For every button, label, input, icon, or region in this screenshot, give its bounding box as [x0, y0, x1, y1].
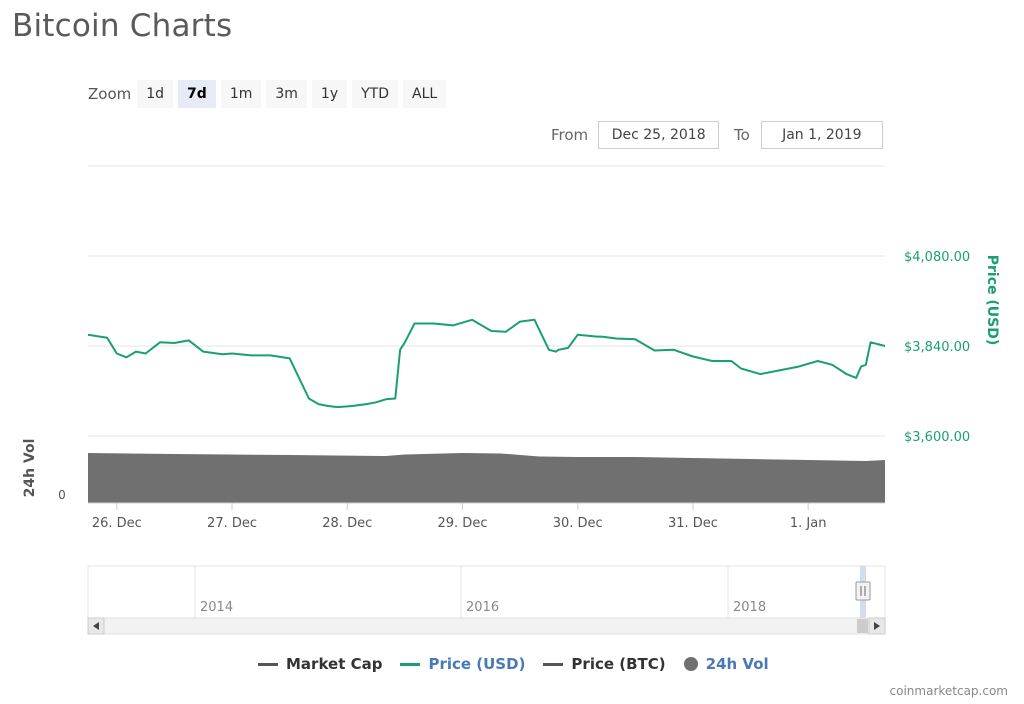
legend-dot-icon — [683, 657, 698, 671]
legend-item-24h-vol[interactable]: 24h Vol — [683, 655, 769, 673]
scrollbar-track[interactable] — [87, 617, 886, 635]
x-tick-label: 1. Jan — [790, 516, 827, 531]
range-from-label: From — [551, 126, 589, 144]
legend-label: Market Cap — [286, 655, 383, 673]
zoom-label: Zoom — [88, 85, 132, 103]
x-tick-label: 30. Dec — [553, 516, 603, 531]
zoom-button-1d[interactable]: 1d — [137, 80, 174, 108]
legend-label: Price (BTC) — [571, 655, 666, 673]
y-right-tick-label: $3,600.00 — [904, 430, 970, 445]
x-tick-label: 31. Dec — [668, 516, 718, 531]
range-from: From Dec 25, 2018 — [551, 121, 720, 149]
x-tick-label: 27. Dec — [207, 516, 257, 531]
range-to-label: To — [734, 126, 750, 144]
zoom-bar: Zoom 1d 7d 1m 3m 1y YTD ALL — [88, 80, 451, 108]
legend-line-icon — [258, 662, 278, 666]
legend-label: Price (USD) — [428, 655, 526, 673]
legend: Market Cap Price (USD) Price (BTC) 24h V… — [258, 655, 787, 673]
scrollbar-left-arrow-icon — [93, 622, 99, 630]
legend-line-icon — [543, 662, 564, 666]
zoom-button-7d[interactable]: 7d — [178, 80, 216, 108]
range-from-input[interactable]: Dec 25, 2018 — [598, 121, 720, 149]
zoom-button-ytd[interactable]: YTD — [352, 80, 398, 108]
navigator[interactable]: 2014 2016 2018 — [87, 565, 886, 619]
page-title: Bitcoin Charts — [12, 8, 233, 44]
legend-item-price-btc[interactable]: Price (BTC) — [543, 655, 666, 673]
navigator-handle[interactable] — [855, 581, 871, 601]
y-right-tick-label: $4,080.00 — [904, 250, 970, 265]
zoom-button-1m[interactable]: 1m — [220, 80, 262, 108]
legend-item-price-usd[interactable]: Price (USD) — [400, 655, 525, 673]
x-tick-label: 26. Dec — [92, 516, 142, 531]
zoom-button-3m[interactable]: 3m — [266, 80, 307, 108]
y-right-tick-label: $3,840.00 — [904, 340, 970, 355]
x-tick-label: 28. Dec — [322, 516, 372, 531]
navigator-year-label: 2016 — [466, 600, 499, 615]
legend-label: 24h Vol — [705, 655, 769, 673]
y-left-axis-title: 24h Vol — [22, 439, 38, 498]
volume-area — [88, 453, 885, 503]
scrollbar[interactable] — [87, 617, 886, 635]
range-to-input[interactable]: Jan 1, 2019 — [760, 121, 883, 149]
scrollbar-right-arrow-icon — [874, 622, 880, 630]
range-to: To Jan 1, 2019 — [734, 121, 883, 149]
price-usd-line — [87, 318, 886, 409]
zoom-button-1y[interactable]: 1y — [311, 80, 348, 108]
scrollbar-thumb[interactable] — [857, 619, 868, 633]
y-right-axis-title: Price (USD) — [984, 255, 1000, 346]
y-left-tick-label: 0 — [58, 488, 66, 502]
credits-link[interactable]: coinmarketcap.com — [889, 684, 1008, 698]
legend-item-market-cap[interactable]: Market Cap — [258, 655, 382, 673]
zoom-button-all[interactable]: ALL — [403, 80, 447, 108]
x-tick-label: 29. Dec — [438, 516, 488, 531]
navigator-year-label: 2018 — [733, 600, 766, 615]
navigator-year-label: 2014 — [200, 600, 233, 615]
legend-line-icon — [400, 662, 421, 666]
navigator-background — [87, 565, 886, 619]
